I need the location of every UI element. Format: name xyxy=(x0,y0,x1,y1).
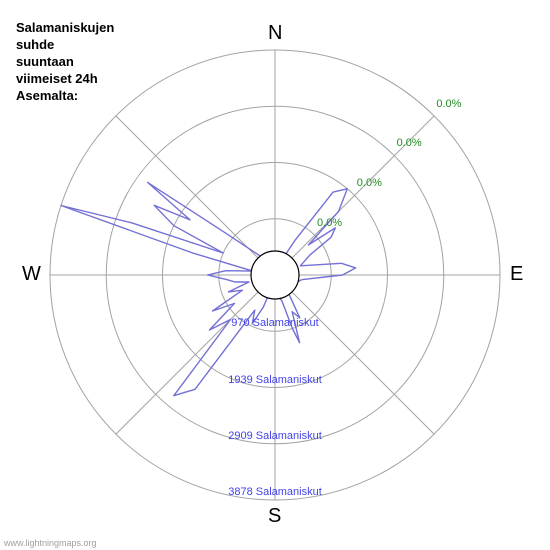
center-hole xyxy=(251,251,299,299)
ring-count-label: 970 Salamaniskut xyxy=(231,317,318,329)
rose-plot xyxy=(61,182,356,395)
footer-credit: www.lightningmaps.org xyxy=(4,538,97,548)
ring-pct-label: 0.0% xyxy=(357,177,382,189)
ring-pct-label: 0.0% xyxy=(317,217,342,229)
ring-pct-label: 0.0% xyxy=(397,137,422,149)
ring-pct-label: 0.0% xyxy=(436,98,461,110)
cardinal-e: E xyxy=(510,263,523,286)
cardinal-w: W xyxy=(22,263,41,286)
chart-title: Salamaniskujen suhde suuntaan viimeiset … xyxy=(16,20,114,104)
ring-count-label: 1939 Salamaniskut xyxy=(228,374,322,386)
ring-count-label: 3878 Salamaniskut xyxy=(228,486,322,498)
ring-count-label: 2909 Salamaniskut xyxy=(228,430,322,442)
cardinal-n: N xyxy=(268,22,282,45)
cardinal-s: S xyxy=(268,505,281,528)
